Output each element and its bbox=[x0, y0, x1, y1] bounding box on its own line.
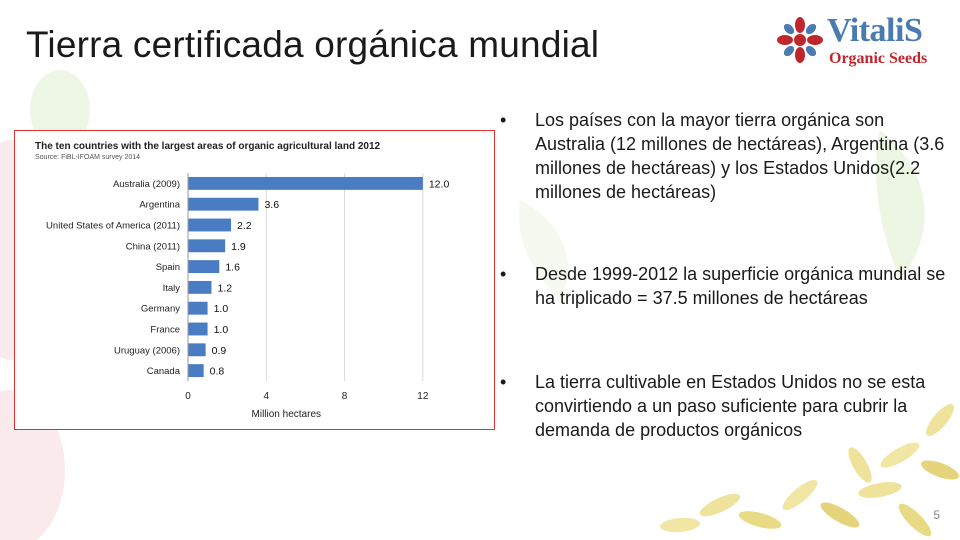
chart-source: Source: FiBL-IFOAM survey 2014 bbox=[35, 154, 141, 161]
data-label: 0.9 bbox=[212, 345, 227, 357]
bullet-text: La tierra cultivable en Estados Unidos n… bbox=[535, 372, 926, 440]
x-axis-label: Million hectares bbox=[252, 409, 321, 420]
bullet-item: • Desde 1999-2012 la superficie orgánica… bbox=[498, 262, 953, 310]
bar bbox=[188, 343, 206, 357]
x-tick-label: 12 bbox=[417, 391, 429, 402]
category-label: Germany bbox=[141, 304, 180, 315]
data-label: 2.2 bbox=[237, 220, 252, 232]
data-label: 1.6 bbox=[225, 262, 240, 274]
bar bbox=[188, 176, 423, 190]
category-label: France bbox=[150, 325, 180, 336]
data-label: 1.0 bbox=[214, 303, 229, 315]
page-number: 5 bbox=[933, 508, 940, 522]
bullet-text: Los países con la mayor tierra orgánica … bbox=[535, 110, 945, 202]
data-label: 1.0 bbox=[214, 324, 229, 336]
bullet-item: • La tierra cultivable en Estados Unidos… bbox=[498, 370, 953, 442]
bar bbox=[188, 239, 226, 253]
data-label: 0.8 bbox=[210, 366, 225, 378]
logo-brand-text: VitaliS bbox=[827, 12, 923, 49]
logo-tagline: Organic Seeds bbox=[829, 50, 928, 67]
bar bbox=[188, 364, 204, 378]
category-label: Argentina bbox=[139, 200, 180, 211]
category-label: China (2011) bbox=[126, 241, 180, 252]
category-label: Italy bbox=[163, 283, 181, 294]
bar-chart: 0 4 8 12 Million hectares Australia (2009) 12.… bbox=[46, 173, 450, 420]
data-label: 12.0 bbox=[429, 178, 450, 190]
bar bbox=[188, 197, 259, 211]
data-label: 3.6 bbox=[264, 199, 279, 211]
vitalis-logo: VitaliS Organic Seeds bbox=[775, 10, 950, 72]
slide-title: Tierra certificada orgánica mundial bbox=[26, 24, 600, 65]
bar bbox=[188, 322, 208, 336]
bar bbox=[188, 280, 212, 294]
flower-logo-icon bbox=[777, 17, 823, 63]
bar bbox=[188, 260, 220, 274]
chart-title: The ten countries with the largest areas… bbox=[35, 141, 381, 152]
category-label: Spain bbox=[156, 262, 180, 273]
chart-panel: The ten countries with the largest areas… bbox=[14, 130, 495, 430]
bar bbox=[188, 301, 208, 315]
bar bbox=[188, 218, 232, 232]
category-label: Uruguay (2006) bbox=[114, 345, 180, 356]
category-label: United States of America (2011) bbox=[46, 221, 180, 232]
x-tick-label: 8 bbox=[342, 391, 348, 402]
x-tick-label: 0 bbox=[185, 391, 191, 402]
data-label: 1.2 bbox=[217, 282, 232, 294]
x-tick-label: 4 bbox=[264, 391, 270, 402]
category-label: Canada bbox=[147, 366, 181, 377]
bullet-item: • Los países con la mayor tierra orgánic… bbox=[498, 108, 953, 204]
bullet-dot-icon: • bbox=[500, 372, 507, 392]
bullet-dot-icon: • bbox=[500, 110, 507, 130]
bullet-text: Desde 1999-2012 la superficie orgánica m… bbox=[535, 264, 946, 308]
bullet-dot-icon: • bbox=[500, 264, 507, 284]
data-label: 1.9 bbox=[231, 241, 246, 253]
category-label: Australia (2009) bbox=[113, 179, 180, 190]
